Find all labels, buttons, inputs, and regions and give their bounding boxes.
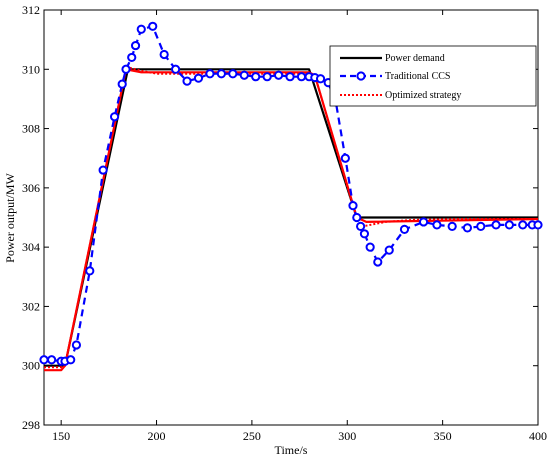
series-point bbox=[296, 72, 307, 82]
legend-label-power-demand: Power demand bbox=[385, 53, 445, 64]
series-line-1 bbox=[44, 25, 538, 363]
series-point bbox=[533, 220, 543, 230]
y-tick-label: 298 bbox=[22, 418, 40, 432]
x-tick-label: 150 bbox=[52, 429, 70, 443]
x-tick-label: 400 bbox=[529, 429, 547, 443]
series-point bbox=[39, 355, 49, 365]
legend-label-optimized-strategy: Optimized strategy bbox=[385, 90, 461, 101]
y-axis-label: Power output/MW bbox=[3, 173, 17, 263]
legend-entry-power-demand: Power demand bbox=[340, 53, 445, 64]
series-point bbox=[130, 40, 141, 51]
y-tick-label: 308 bbox=[22, 122, 40, 136]
series-point bbox=[171, 64, 181, 74]
series-point bbox=[85, 266, 95, 276]
series-layer bbox=[39, 21, 543, 372]
series-point bbox=[136, 24, 146, 34]
series-point bbox=[262, 72, 272, 82]
series-point bbox=[251, 72, 261, 82]
series-point bbox=[399, 224, 410, 234]
series-point bbox=[228, 69, 238, 79]
series-point bbox=[127, 52, 137, 63]
series-point bbox=[352, 212, 362, 223]
series-point bbox=[274, 70, 284, 80]
ticks-layer: 150 200 250 300 350 400 298 300 302 304 306 308 310 3… bbox=[22, 3, 547, 443]
x-tick-label: 200 bbox=[148, 429, 166, 443]
y-tick-label: 312 bbox=[22, 3, 40, 17]
series-point bbox=[491, 220, 501, 230]
series-line-2 bbox=[44, 66, 538, 369]
series-point bbox=[66, 355, 76, 365]
series-point bbox=[121, 64, 131, 74]
series-point bbox=[447, 221, 457, 231]
y-tick-label: 310 bbox=[22, 62, 40, 76]
series-point bbox=[109, 112, 120, 122]
series-point bbox=[239, 70, 249, 80]
legend: Power demand Traditional CCS Optimized s… bbox=[329, 45, 537, 107]
series-point bbox=[476, 221, 486, 231]
series-point bbox=[504, 220, 514, 230]
x-tick-label: 300 bbox=[338, 429, 356, 443]
legend-entry-optimized-strategy: Optimized strategy bbox=[340, 90, 461, 101]
series-point bbox=[418, 217, 429, 227]
series-point bbox=[359, 229, 370, 239]
series-point bbox=[462, 223, 473, 233]
series-point bbox=[340, 153, 350, 163]
series-point bbox=[71, 340, 82, 350]
series-point bbox=[285, 72, 295, 82]
series-point bbox=[373, 257, 383, 267]
series-point bbox=[365, 242, 375, 252]
legend-marker-traditional-ccs bbox=[356, 71, 366, 81]
y-tick-label: 304 bbox=[22, 240, 40, 254]
series-point bbox=[117, 79, 127, 89]
x-tick-label: 350 bbox=[434, 429, 452, 443]
series-point bbox=[432, 220, 442, 230]
legend-entry-traditional-ccs: Traditional CCS bbox=[340, 71, 450, 82]
series-point bbox=[348, 201, 358, 211]
x-axis-label: Time/s bbox=[275, 443, 308, 457]
series-point bbox=[148, 21, 158, 31]
series-point bbox=[384, 245, 394, 255]
series-point bbox=[182, 76, 192, 86]
series-point bbox=[193, 73, 204, 83]
y-tick-label: 302 bbox=[22, 299, 40, 313]
series-point bbox=[356, 221, 366, 231]
series-point bbox=[159, 49, 169, 60]
series-point bbox=[47, 355, 57, 365]
series-point bbox=[518, 220, 528, 230]
legend-label-traditional-ccs: Traditional CCS bbox=[385, 71, 450, 82]
series-point bbox=[216, 69, 226, 79]
y-tick-label: 306 bbox=[22, 181, 40, 195]
y-tick-label: 300 bbox=[22, 359, 40, 373]
series-point bbox=[315, 74, 326, 84]
series-point bbox=[205, 69, 215, 79]
series-point bbox=[98, 165, 108, 175]
x-tick-label: 250 bbox=[243, 429, 261, 443]
